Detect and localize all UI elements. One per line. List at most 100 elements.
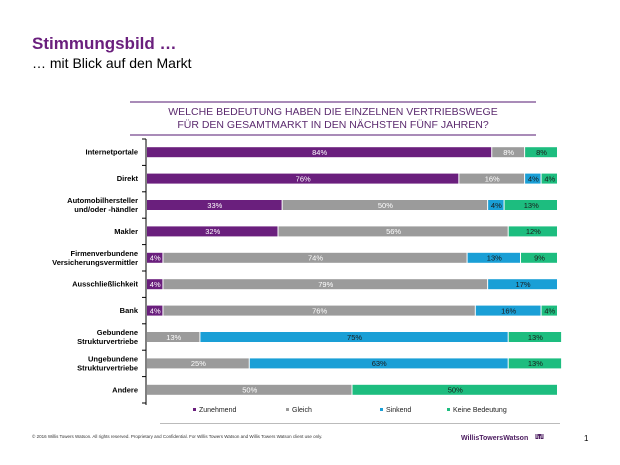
bar-segment-gleich <box>492 147 525 158</box>
category-label: Internetportale <box>85 148 138 157</box>
legend-label: Zunehmend <box>199 407 236 414</box>
bar-segment-sinkend <box>249 358 508 369</box>
bar-segment-gleich <box>163 279 488 290</box>
category-label: Gebundene Strukturvertriebe <box>77 328 138 346</box>
bar-segment-zunehmend <box>147 173 459 184</box>
data-label: 50% <box>242 386 257 395</box>
data-label: 8% <box>536 148 547 157</box>
question-top-rule <box>130 101 536 103</box>
category-label-line: Strukturvertriebe <box>77 337 138 346</box>
data-label: 32% <box>205 227 220 236</box>
bar-segment-gleich <box>459 173 525 184</box>
category-label: Firmenverbundene Versicherungsvermittler <box>52 249 138 267</box>
data-label: 13% <box>528 359 543 368</box>
legend-swatch <box>447 408 450 411</box>
bar-segment-gleich <box>147 384 352 395</box>
bar-segment-keine-bedeutung <box>508 358 562 369</box>
category-label: Automobilhersteller und/oder -händler <box>67 196 138 214</box>
data-label: 8% <box>503 148 514 157</box>
bar-segment-keine-bedeutung <box>541 173 557 184</box>
data-label: 16% <box>485 174 500 183</box>
bar-segment-keine-bedeutung <box>521 252 557 263</box>
data-label: 56% <box>386 227 401 236</box>
category-label: Andere <box>112 385 138 394</box>
data-label: 17% <box>516 280 531 289</box>
bar-segment-keine-bedeutung <box>508 332 562 342</box>
data-label: 4% <box>150 306 161 315</box>
data-label: 84% <box>312 148 327 157</box>
page-subtitle: … mit Blick auf den Markt <box>32 55 192 71</box>
data-label: 75% <box>347 333 362 342</box>
bar-segment-zunehmend <box>147 226 278 237</box>
data-label: 13% <box>524 201 539 210</box>
company-logo: WillisTowersWatson <box>461 435 529 442</box>
bar-segment-keine-bedeutung <box>525 147 557 158</box>
bar-segment-zunehmend <box>147 200 282 210</box>
page-title: Stimmungsbild … <box>32 34 177 53</box>
data-label: 79% <box>318 280 333 289</box>
category-label-line: Firmenverbundene <box>70 249 138 258</box>
legend-swatch <box>380 408 383 411</box>
category-label-line: Ausschließlichkeit <box>72 280 138 289</box>
data-label: 74% <box>308 254 323 263</box>
data-label: 63% <box>372 359 387 368</box>
category-label-line: Strukturvertriebe <box>77 363 138 372</box>
bar-segment-keine-bedeutung <box>541 305 557 316</box>
data-label: 9% <box>534 254 545 263</box>
category-label-line: und/oder -händler <box>74 205 138 214</box>
logo-mark-icon: I.I'I'I.I <box>535 434 544 441</box>
category-label: Ausschließlichkeit <box>72 280 138 289</box>
bar-segment-sinkend <box>467 252 521 263</box>
bar-segment-sinkend <box>488 200 504 210</box>
bar-segment-sinkend <box>525 173 541 184</box>
category-label-line: Ungebundene <box>88 354 138 363</box>
bar-segment-zunehmend <box>147 252 163 263</box>
bar-segment-gleich <box>147 332 200 342</box>
legend-label: Sinkend <box>386 407 411 414</box>
category-label-line: Gebundene <box>97 328 138 337</box>
category-label-line: Bank <box>120 306 139 315</box>
data-label: 4% <box>544 306 555 315</box>
bar-segment-zunehmend <box>147 279 163 290</box>
bar-segment-sinkend <box>475 305 541 316</box>
data-label: 16% <box>501 306 516 315</box>
category-label: Makler <box>114 227 138 236</box>
category-label-line: Andere <box>112 385 138 394</box>
category-label-line: Internetportale <box>85 148 138 157</box>
bar-segment-gleich <box>163 305 475 316</box>
bar-segment-zunehmend <box>147 305 163 316</box>
copyright-notice: © 2016 Willis Towers Watson. All rights … <box>32 434 323 439</box>
data-label: 12% <box>526 227 541 236</box>
data-label: 4% <box>150 254 161 263</box>
question-bottom-rule <box>130 134 536 136</box>
footer-separator <box>160 423 560 424</box>
data-label: 25% <box>191 359 206 368</box>
chart-title: WELCHE BEDEUTUNG HABEN DIE EINZELNEN VER… <box>130 106 536 132</box>
category-label: Bank <box>120 306 139 315</box>
bar-segment-keine-bedeutung <box>504 200 557 210</box>
data-label: 13% <box>528 333 543 342</box>
category-label: Ungebundene Strukturvertriebe <box>77 354 138 372</box>
data-label: 4% <box>544 174 555 183</box>
chart-title-line-1: WELCHE BEDEUTUNG HABEN DIE EINZELNEN VER… <box>168 106 498 118</box>
data-label: 76% <box>296 174 311 183</box>
legend-label: Keine Bedeutung <box>453 407 507 414</box>
bar-segment-sinkend <box>200 332 508 342</box>
data-label: 4% <box>491 201 502 210</box>
bar-segment-keine-bedeutung <box>508 226 557 237</box>
category-label-line: Makler <box>114 227 138 236</box>
data-label: 76% <box>312 306 327 315</box>
bar-segment-gleich <box>282 200 488 210</box>
category-label-line: Versicherungsvermittler <box>52 258 138 267</box>
data-label: 50% <box>378 201 393 210</box>
bar-segment-gleich <box>163 252 467 263</box>
bar-segment-gleich <box>147 358 249 369</box>
category-label: Direkt <box>117 174 139 183</box>
data-label: 33% <box>207 201 222 210</box>
chart-title-line-2: FÜR DEN GESAMTMARKT IN DEN NÄCHSTEN FÜNF… <box>177 119 489 131</box>
bar-segment-zunehmend <box>147 147 492 158</box>
bar-segment-gleich <box>278 226 508 237</box>
data-label: 50% <box>448 386 463 395</box>
data-label: 13% <box>166 333 181 342</box>
